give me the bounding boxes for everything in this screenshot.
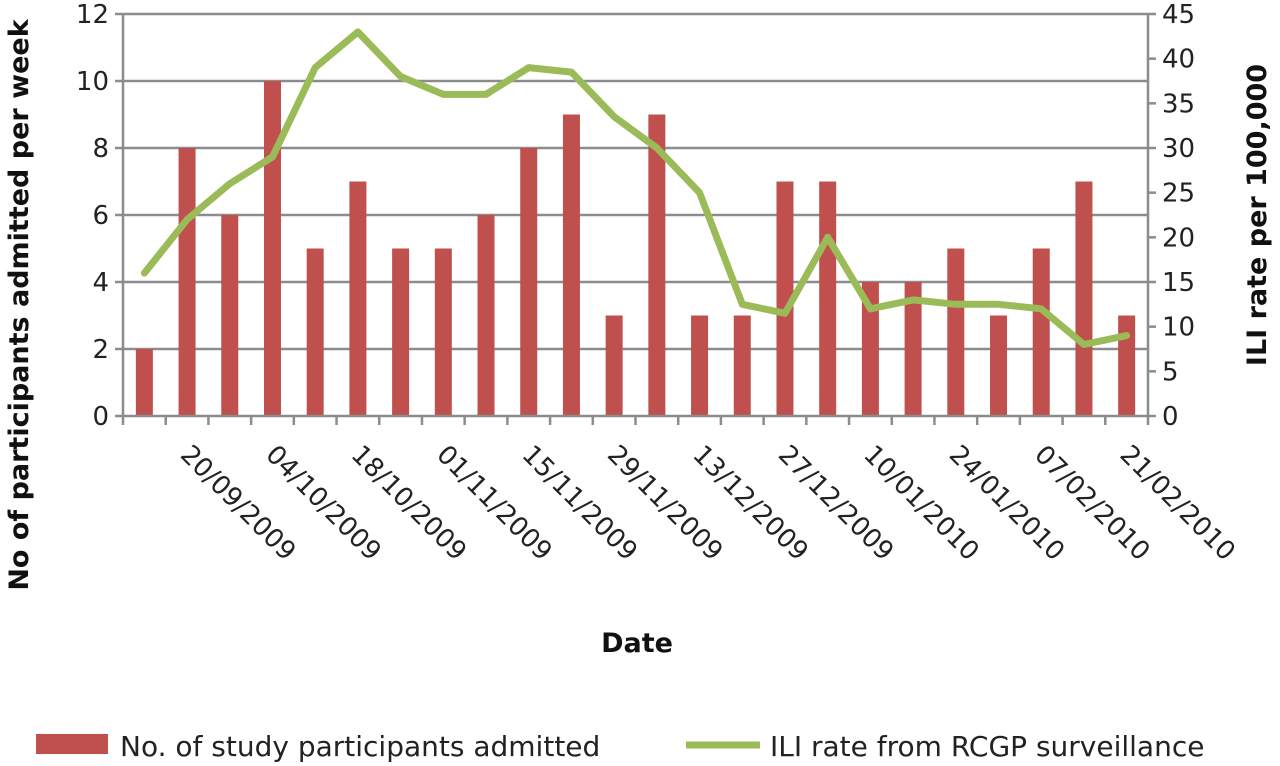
bar [819,181,837,416]
bar [1075,181,1093,416]
legend-label-line: ILI rate from RCGP surveillance [770,730,1204,763]
right-y-axis-title: ILI rate per 100,000 [1242,64,1273,366]
right-y-tick-label: 15 [1162,268,1195,298]
bar [605,315,623,416]
left-y-tick-label: 2 [92,335,109,365]
left-y-tick-labels: 0 2 4 6 8 10 12 [76,0,109,432]
legend-swatch-bars [36,734,108,754]
gridlines [123,12,1148,351]
left-y-tick-label: 10 [76,67,109,97]
x-axis-title: Date [601,628,673,659]
right-y-tick-label: 5 [1162,357,1179,387]
left-y-tick-label: 0 [92,402,109,432]
left-y-tick-label: 4 [92,268,109,298]
left-y-tick-label: 12 [76,0,109,30]
bar [947,248,965,416]
line-series-path [140,28,1131,348]
bar [520,148,538,416]
right-y-tick-label: 10 [1162,313,1195,343]
bar [733,315,751,416]
bar [861,282,879,416]
right-y-tick-label: 45 [1162,0,1195,30]
bar [349,181,367,416]
bar [562,114,580,416]
bar [648,114,666,416]
right-y-tick-label: 30 [1162,134,1195,164]
right-y-tick-label: 20 [1162,223,1195,253]
right-y-tick-label: 40 [1162,45,1195,75]
bar [990,315,1008,416]
bar [221,215,239,416]
bar-series [135,81,1136,416]
legend: No. of study participants admitted ILI r… [36,730,1204,763]
bar [776,181,794,416]
x-tick-labels: 20/09/200904/10/200918/10/200901/11/2009… [174,440,1241,567]
right-y-tick-label: 35 [1162,89,1195,119]
bar [691,315,709,416]
bar [1118,315,1136,416]
bar [392,248,410,416]
bar [178,148,196,416]
axes [115,12,1156,425]
left-y-tick-label: 6 [92,201,109,231]
bar [434,248,452,416]
bar [1032,248,1050,416]
left-y-tick-label: 8 [92,134,109,164]
bar [263,81,281,416]
left-y-axis-title: No of participants admitted per week [4,18,35,590]
legend-label-bars: No. of study participants admitted [120,730,600,763]
line-series [140,28,1131,348]
right-y-tick-labels: 0 5 10 15 20 25 30 35 40 45 [1162,0,1195,432]
bar [306,248,324,416]
bar [904,282,922,416]
bar [135,349,153,416]
right-y-tick-label: 25 [1162,179,1195,209]
bar [477,215,495,416]
right-y-tick-label: 0 [1162,402,1179,432]
